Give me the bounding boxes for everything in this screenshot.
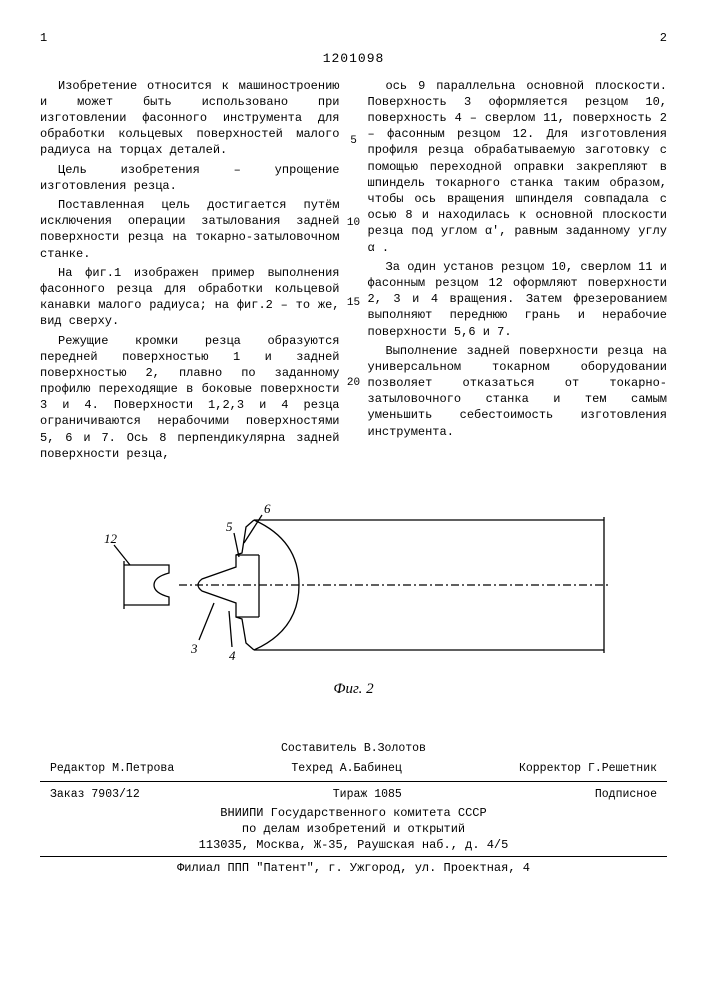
footer-editor: Редактор М.Петрова xyxy=(50,761,174,777)
left-column: Изобретение относится к машиностроению и… xyxy=(40,78,340,465)
para: Цель изобретения – упрощение изготовлени… xyxy=(40,162,340,194)
right-column: ось 9 параллельна основной плоскости. По… xyxy=(368,78,668,465)
line-mark: 20 xyxy=(346,376,362,391)
divider xyxy=(40,856,667,857)
footer-center: Составитель В.Золотов xyxy=(281,741,426,757)
para: Режущие кромки резца образуются передней… xyxy=(40,333,340,463)
column-number-right: 2 xyxy=(660,30,667,46)
para: Поставленная цель достигается путём искл… xyxy=(40,197,340,262)
label-3: 3 xyxy=(190,641,198,656)
footer-sign: Подписное xyxy=(595,787,657,803)
document-number: 1201098 xyxy=(40,50,667,68)
footer-org: ВНИИПИ Государственного комитета СССР xyxy=(40,805,667,821)
footer: Составитель В.Золотов Редактор М.Петрова… xyxy=(40,739,667,876)
figure: 12 6 5 3 4 Фиг. 2 xyxy=(40,495,667,699)
body-columns: Изобретение относится к машиностроению и… xyxy=(40,78,667,465)
footer-tehred: Техред А.Бабинец xyxy=(291,761,401,777)
footer-tirazh: Тираж 1085 xyxy=(333,787,402,803)
para: За один установ резцом 10, сверлом 11 и … xyxy=(368,259,668,340)
figure-caption: Фиг. 2 xyxy=(40,679,667,699)
footer-org2: по делам изобретений и открытий xyxy=(40,821,667,837)
line-mark: 5 xyxy=(346,134,362,149)
line-mark: 15 xyxy=(346,296,362,311)
label-6: 6 xyxy=(264,501,271,516)
footer-addr: 113035, Москва, Ж-35, Раушская наб., д. … xyxy=(40,837,667,853)
para: ось 9 параллельна основной плоскости. По… xyxy=(368,78,668,256)
line-mark: 10 xyxy=(346,216,362,231)
figure-drawing: 12 6 5 3 4 xyxy=(94,495,614,675)
header-columns: 1 2 xyxy=(40,30,667,46)
para: Выполнение задней поверхности резца на у… xyxy=(368,343,668,440)
footer-branch: Филиал ППП "Патент", г. Ужгород, ул. Про… xyxy=(40,860,667,876)
label-5: 5 xyxy=(226,519,233,534)
column-number-left: 1 xyxy=(40,30,47,46)
footer-order: Заказ 7903/12 xyxy=(50,787,140,803)
para: На фиг.1 изображен пример выполнения фас… xyxy=(40,265,340,330)
label-12: 12 xyxy=(104,531,118,546)
page: 1 2 1201098 Изобретение относится к маши… xyxy=(0,0,707,907)
para: Изобретение относится к машиностроению и… xyxy=(40,78,340,159)
divider xyxy=(40,781,667,782)
label-4: 4 xyxy=(229,648,236,663)
footer-corrector: Корректор Г.Решетник xyxy=(519,761,657,777)
